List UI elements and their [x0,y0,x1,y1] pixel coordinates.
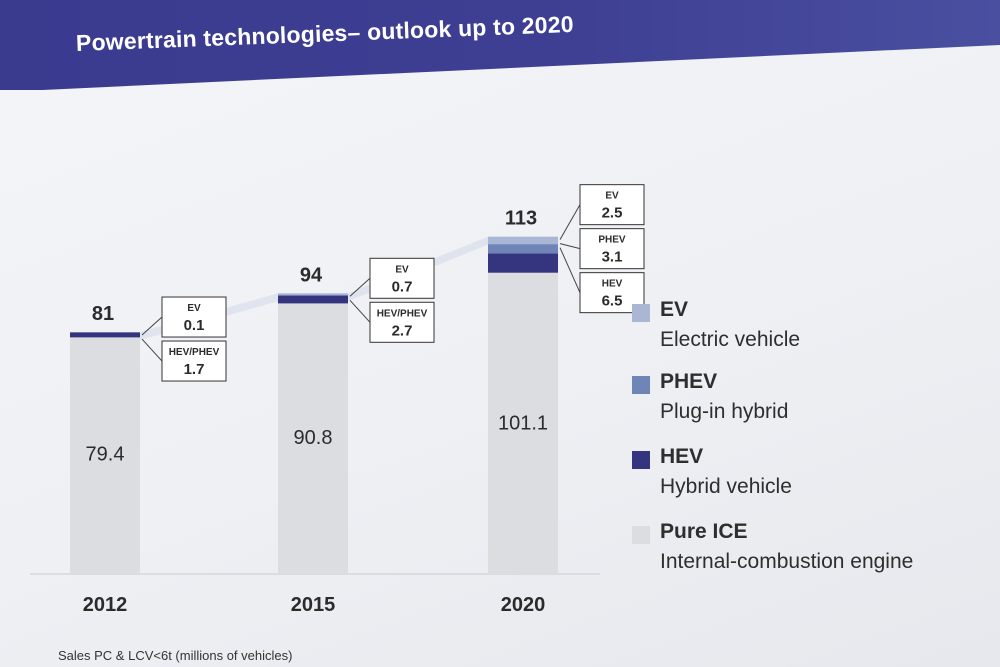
bar-hev-2012 [70,332,140,338]
callout-2020-hev-leader [559,247,581,293]
callout-2020-phev-box [579,228,645,270]
bar-ev-2015 [278,293,348,296]
callout-2012-ev-leader [141,316,163,336]
bar-hev-2020 [488,253,558,273]
bar-label-ice-2012: 79.4 [86,443,125,465]
callout-2015-hev-phev-label: HEV/PHEV [377,308,428,319]
callout-2012-hev-phev-value: 1.7 [184,361,205,378]
legend-full-phev: Plug-in hybrid [660,400,789,423]
bar-total-2012: 81 [92,303,114,325]
bar-ice-2020 [488,272,558,574]
legend-full-hev: Hybrid vehicle [660,475,792,498]
callout-2012-ev-value: 0.1 [184,317,205,334]
bar-total-2020: 113 [505,208,537,230]
legend-swatch-hev [632,451,650,469]
callout-2012-hev-phev-leader [141,338,163,362]
bar-ice-2015 [278,303,348,574]
bar-ev-2020 [488,236,558,245]
legend-swatch-ev [632,304,650,322]
x-tick-2020: 2020 [501,594,546,616]
callout-2020-hev-label: HEV [602,279,623,290]
callout-2012-hev-phev-label: HEV/PHEV [169,347,220,358]
callout-2020-ev-box [579,184,645,226]
x-tick-2015: 2015 [291,594,336,616]
legend-full-ice: Internal-combustion engine [660,550,914,573]
callout-2020-phev-label: PHEV [598,235,626,246]
callout-2012-hev-phev-box [161,340,227,382]
bar-hev-2015 [278,295,348,304]
callout-2020-phev-leader [559,243,581,250]
callout-2020-hev-value: 6.5 [602,293,623,310]
callout-2015-ev-leader [349,277,371,297]
callout-2015-ev-value: 0.7 [392,278,413,295]
bar-label-ice-2020: 101.1 [498,412,548,434]
callout-2012-ev-box [161,296,227,338]
callout-2020-ev-value: 2.5 [602,205,623,222]
callout-2015-ev-box [369,257,435,299]
bar-label-ice-2015: 90.8 [294,427,333,449]
legend-abbr-phev: PHEV [660,370,718,393]
legend-full-ev: Electric vehicle [660,328,801,351]
bar-total-2015: 94 [300,264,323,286]
bar-phev-2020 [488,244,558,254]
bar-ice-2012 [70,337,140,574]
legend-abbr-ev: EV [660,298,689,321]
callout-2015-hev-phev-value: 2.7 [392,322,413,339]
chart-footnote: Sales PC & LCV<6t (millions of vehicles) [58,648,293,663]
callout-2020-phev-value: 3.1 [602,249,623,266]
legend-swatch-phev [632,376,650,394]
callout-2015-hev-phev-leader [349,299,371,323]
callout-2020-ev-label: EV [605,191,619,202]
legend-swatch-ice [632,526,650,544]
legend-abbr-hev: HEV [660,445,704,468]
legend-abbr-ice: Pure ICE [660,520,748,543]
callout-2015-ev-label: EV [395,264,409,275]
callout-2015-hev-phev-box [369,301,435,343]
callout-2012-ev-label: EV [187,303,201,314]
callout-2020-ev-leader [559,204,581,240]
x-tick-2012: 2012 [83,594,128,616]
